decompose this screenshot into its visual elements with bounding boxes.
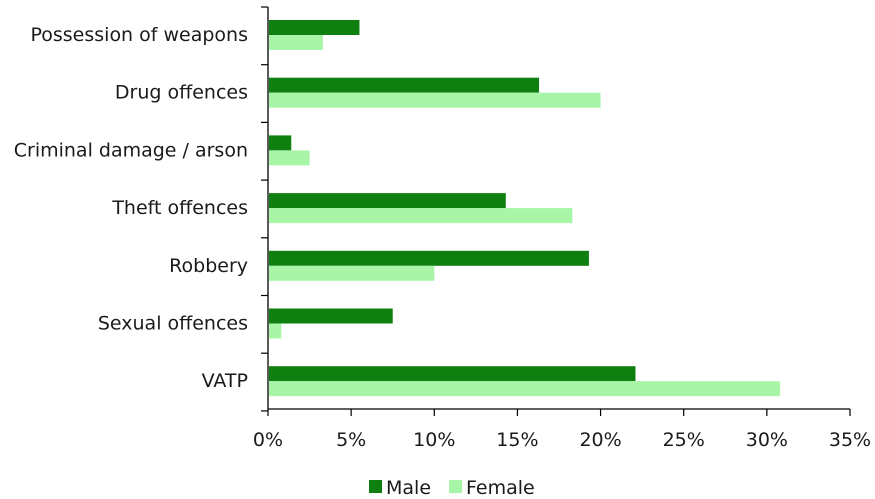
x-axis-ticks: 0% 5% 10% 15% 20% 25% 30% 35% bbox=[253, 6, 871, 451]
bar-male-vatp bbox=[269, 366, 636, 382]
bar-female-vatp bbox=[269, 381, 781, 397]
bar-male-drug-offences bbox=[269, 77, 540, 93]
category-label-sexual-offences: Sexual offences bbox=[98, 313, 248, 335]
x-tick-label: 30% bbox=[746, 429, 788, 451]
category-labels: Possession of weapons Drug offences Crimin… bbox=[14, 24, 248, 392]
category-label-drug-offences: Drug offences bbox=[115, 82, 248, 104]
bar-male-robbery bbox=[269, 250, 589, 266]
bar-female-sexual-offences bbox=[269, 323, 282, 339]
bar-male-sexual-offences bbox=[269, 308, 393, 324]
bar-male-criminal-damage-arson bbox=[269, 135, 292, 151]
legend-label-male: Male bbox=[386, 477, 431, 499]
x-tick-label: 20% bbox=[579, 429, 621, 451]
bar-female-robbery bbox=[269, 265, 435, 281]
category-label-criminal-damage-arson: Criminal damage / arson bbox=[14, 139, 248, 161]
category-label-possession-of-weapons: Possession of weapons bbox=[30, 24, 248, 46]
legend-swatch-male bbox=[369, 480, 382, 493]
x-tick-label: 5% bbox=[336, 429, 366, 451]
legend: Male Female bbox=[369, 477, 535, 499]
bar-female-drug-offences bbox=[269, 92, 601, 108]
legend-label-female: Female bbox=[466, 477, 535, 499]
bars-group bbox=[269, 20, 781, 397]
category-label-theft-offences: Theft offences bbox=[111, 197, 248, 219]
x-tick-label: 15% bbox=[496, 429, 538, 451]
x-tick-label: 10% bbox=[413, 429, 455, 451]
x-tick-label: 35% bbox=[829, 429, 871, 451]
bar-male-possession-of-weapons bbox=[269, 20, 360, 35]
category-label-vatp: VATP bbox=[202, 370, 248, 392]
x-tick-label: 0% bbox=[253, 429, 283, 451]
bar-female-criminal-damage-arson bbox=[269, 150, 310, 166]
bar-female-theft-offences bbox=[269, 208, 573, 224]
x-tick-label: 25% bbox=[663, 429, 705, 451]
bar-male-theft-offences bbox=[269, 193, 506, 209]
category-label-robbery: Robbery bbox=[169, 255, 248, 277]
bar-female-possession-of-weapons bbox=[269, 35, 323, 50]
legend-swatch-female bbox=[449, 480, 462, 493]
